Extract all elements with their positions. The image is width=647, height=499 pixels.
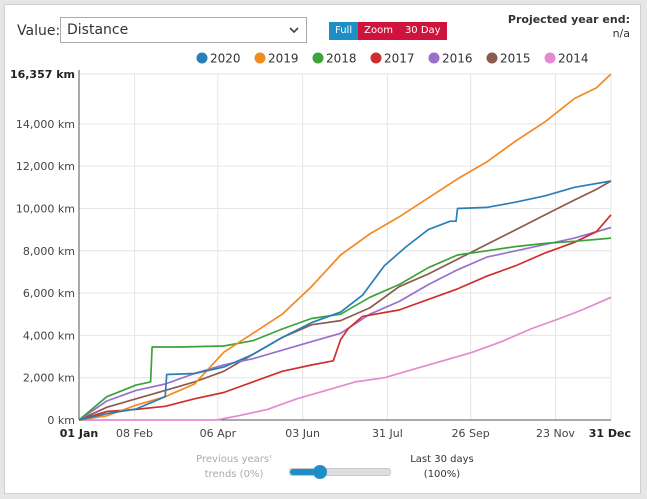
- previous-trends-label-line2: trends (0%): [204, 469, 264, 480]
- previous-trends-label-line1: Previous years': [196, 454, 272, 465]
- legend-swatch-2017: [370, 52, 382, 64]
- legend-swatch-2019: [254, 52, 266, 64]
- series-line-2015: [78, 180, 612, 421]
- series-line-2014: [79, 296, 612, 421]
- x-tick-label: 23 Nov: [536, 427, 575, 440]
- projected-value: n/a: [612, 27, 630, 40]
- y-tick-label: 16,357 km: [10, 68, 75, 81]
- trend-slider[interactable]: [289, 465, 391, 479]
- legend-item-2018: 2018: [312, 52, 357, 66]
- thirty-day-button[interactable]: 30 Day: [398, 22, 447, 40]
- range-buttons: Full Zoom 30 Day: [329, 22, 447, 40]
- last-30-days-label-line1: Last 30 days: [410, 454, 474, 465]
- legend: 2020 2019 2018 2017 2016 2015 2014: [196, 52, 589, 66]
- legend-swatch-2015: [486, 52, 498, 64]
- x-tick-label: 31 Jul: [372, 427, 403, 440]
- value-select[interactable]: Distance: [60, 17, 307, 43]
- value-label: Value:: [17, 23, 61, 39]
- legend-label-2019: 2019: [268, 52, 299, 66]
- chart-panel: Value: Distance Full Zoom 30 Day Project…: [4, 4, 641, 494]
- legend-item-2016: 2016: [428, 52, 473, 66]
- legend-label-2017: 2017: [384, 52, 415, 66]
- last-30-days-label-line2: (100%): [423, 469, 461, 480]
- legend-label-2016: 2016: [442, 52, 473, 66]
- legend-label-2014: 2014: [558, 52, 589, 66]
- projected-title: Projected year end:: [507, 13, 630, 26]
- y-tick-label: 14,000 km: [16, 118, 75, 131]
- legend-item-2020: 2020: [196, 52, 241, 66]
- series-line-2016: [78, 226, 612, 421]
- legend-label-2020: 2020: [210, 52, 241, 66]
- x-tick-label: 03 Jun: [285, 427, 320, 440]
- legend-swatch-2020: [196, 52, 208, 64]
- y-tick-label: 2,000 km: [23, 372, 75, 385]
- legend-item-2019: 2019: [254, 52, 299, 66]
- distance-chart: 0 km 2,000 km 4,000 km 6,000 km 8,000 km 10,0…: [10, 52, 631, 441]
- series-line-2017: [78, 214, 612, 421]
- y-tick-label: 12,000 km: [16, 160, 75, 173]
- legend-swatch-2016: [428, 52, 440, 64]
- series-line-2019: [78, 73, 612, 421]
- y-tick-label: 4,000 km: [23, 329, 75, 342]
- series-line-2020: [78, 180, 612, 421]
- y-tick-label: 10,000 km: [16, 202, 75, 215]
- last-30-days-label: Last 30 days (100%): [387, 452, 497, 482]
- x-tick-label: 01 Jan: [60, 427, 98, 440]
- x-tick-label: 08 Feb: [116, 427, 153, 440]
- legend-item-2014: 2014: [544, 52, 589, 66]
- y-tick-label: 0 km: [47, 414, 75, 427]
- legend-item-2017: 2017: [370, 52, 415, 66]
- x-tick-label: 26 Sep: [452, 427, 490, 440]
- trend-slider-fill: [290, 469, 320, 475]
- y-tick-label: 8,000 km: [23, 245, 75, 258]
- series-line-2018: [78, 237, 612, 421]
- legend-label-2015: 2015: [500, 52, 531, 66]
- legend-label-2018: 2018: [326, 52, 357, 66]
- trend-slider-thumb[interactable]: [313, 465, 327, 479]
- projected-year-end: Projected year end: n/a: [508, 13, 630, 41]
- legend-swatch-2014: [544, 52, 556, 64]
- value-select-text: Distance: [67, 22, 129, 38]
- legend-swatch-2018: [312, 52, 324, 64]
- y-tick-label: 6,000 km: [23, 287, 75, 300]
- chevron-down-icon: [289, 27, 299, 34]
- x-tick-label: 06 Apr: [200, 427, 237, 440]
- legend-item-2015: 2015: [486, 52, 531, 66]
- zoom-button[interactable]: Zoom: [358, 22, 399, 40]
- x-tick-label: 31 Dec: [589, 427, 631, 440]
- previous-trends-label: Previous years' trends (0%): [185, 452, 283, 482]
- trend-slider-area: Previous years' trends (0%) Last 30 days…: [5, 452, 642, 492]
- full-button[interactable]: Full: [329, 22, 359, 40]
